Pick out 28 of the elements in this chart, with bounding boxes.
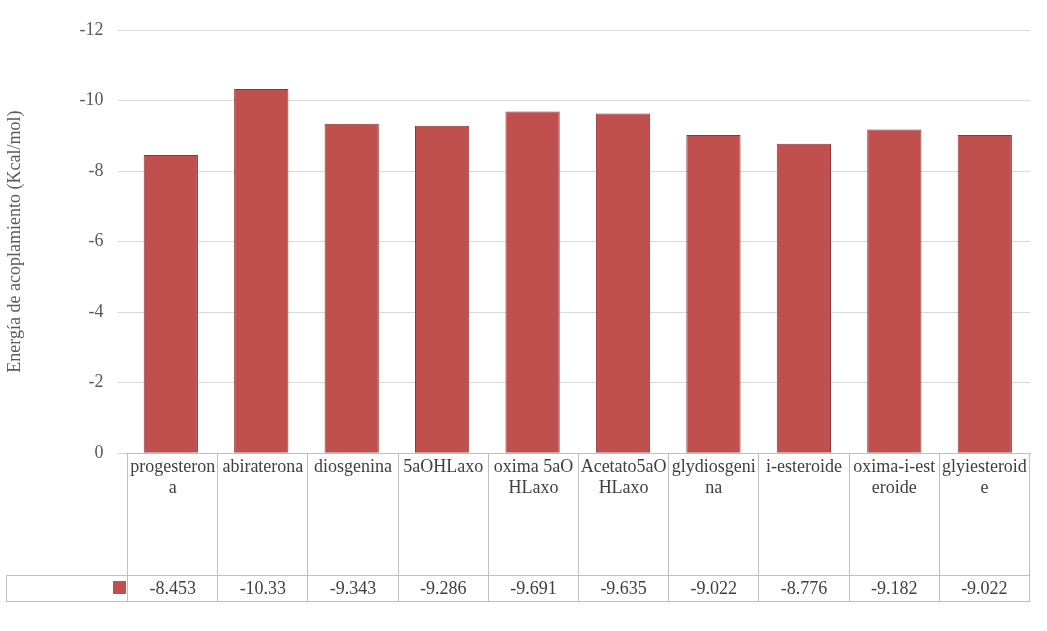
y-tick-label: -10 xyxy=(79,89,104,110)
x-tick-label: i-esteroide xyxy=(766,456,842,477)
data-label: -8.453 xyxy=(127,575,218,602)
data-label: -9.022 xyxy=(939,575,1030,602)
data-label: -10.33 xyxy=(217,575,308,602)
y-axis-title: Energía de acoplamiento (Kcal/mol) xyxy=(3,110,25,373)
y-tick-label: -2 xyxy=(88,371,104,392)
x-tick-label: progesterona xyxy=(130,456,216,498)
x-tick-label: oxima 5aOHLaxo xyxy=(493,456,574,498)
data-label: -9.691 xyxy=(488,575,579,602)
data-label: -8.776 xyxy=(758,575,850,602)
data-label: -9.635 xyxy=(578,575,669,602)
x-tick-label: glyiesteroide xyxy=(941,456,1027,498)
data-label: -9.343 xyxy=(307,575,399,602)
x-tick-label: abiraterona xyxy=(222,456,304,477)
x-tick-label: Acetato5aOHLaxo xyxy=(580,456,667,498)
data-label: -9.022 xyxy=(668,575,759,602)
y-tick-label: -12 xyxy=(79,18,104,39)
x-tick-label: diosgenina xyxy=(314,456,393,477)
x-tick-label: 5aOHLaxo xyxy=(403,456,484,477)
y-tick-label: -8 xyxy=(88,159,104,180)
data-label: -9.182 xyxy=(849,575,940,602)
y-tick-label: 0 xyxy=(94,441,104,462)
x-tick-label: glydiosgenina xyxy=(671,456,756,498)
y-tick-label: -4 xyxy=(88,300,104,321)
x-tick-label: oxima-i-esteroide xyxy=(853,456,936,498)
y-tick-label: -6 xyxy=(88,230,104,251)
data-label: -9.286 xyxy=(398,575,489,602)
